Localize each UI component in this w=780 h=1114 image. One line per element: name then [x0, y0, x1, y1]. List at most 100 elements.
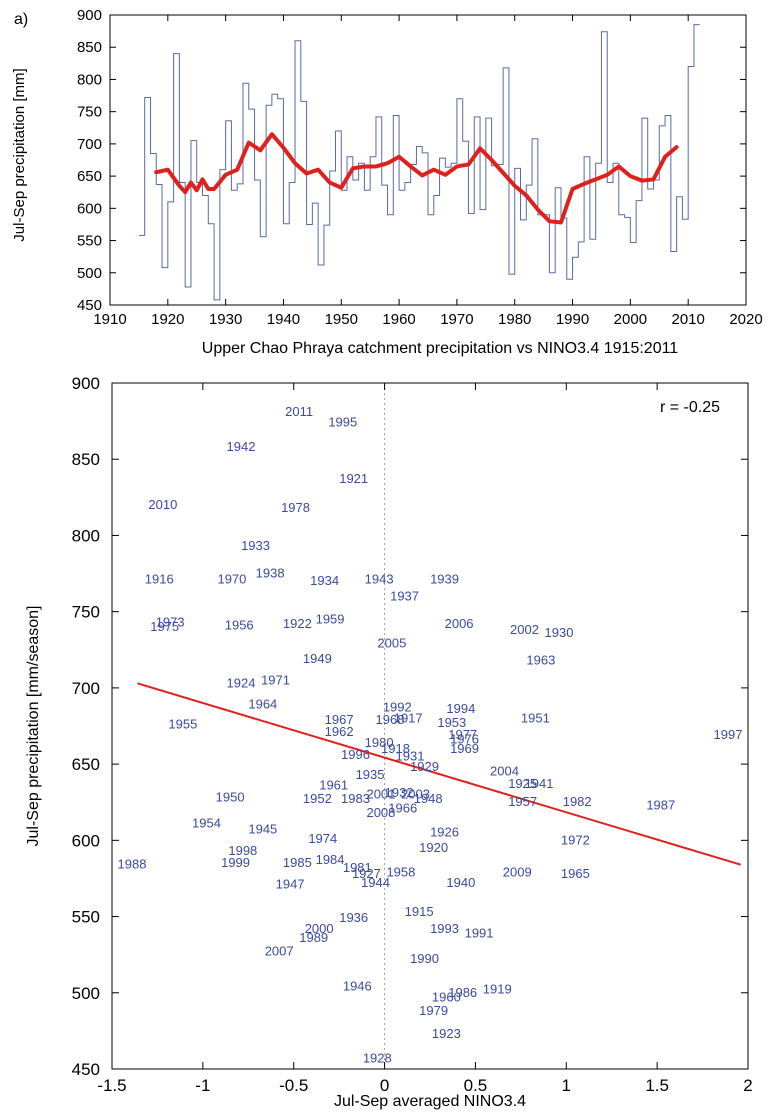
scatter-point-year-1972: 1972	[561, 832, 590, 847]
scatter-point-year-1995: 1995	[328, 415, 357, 430]
scatter-point-year-1922: 1922	[283, 616, 312, 631]
precipitation-time-series-chart: a) Jul-Sep precipitation [mm] 1910 1920 19…	[11, 7, 763, 328]
scatter-chart-title: Upper Chao Phraya catchment precipitatio…	[202, 340, 679, 357]
scatter-point-year-1957: 1957	[508, 794, 537, 809]
scatter-point-year-1956: 1956	[225, 617, 254, 632]
scatter-point-year-1990: 1990	[410, 951, 439, 966]
scatter-point-year-2000: 2000	[305, 921, 334, 936]
scatter-y-tick-label: 600	[72, 831, 100, 850]
scatter-point-year-1981: 1981	[343, 860, 372, 875]
scatter-y-tick-label: 450	[72, 1060, 100, 1079]
scatter-point-year-1918: 1918	[381, 741, 410, 756]
scatter-point-year-1968: 1968	[376, 712, 405, 727]
time-series-x-tick-label: 2010	[671, 311, 704, 328]
scatter-point-year-1988: 1988	[118, 857, 147, 872]
time-series-y-tick-label: 900	[77, 7, 102, 24]
scatter-x-tick-label: -1.5	[97, 1076, 126, 1095]
scatter-point-year-1931: 1931	[396, 748, 425, 763]
scatter-point-year-1975: 1975	[150, 619, 179, 634]
scatter-point-year-1950: 1950	[216, 790, 245, 805]
scatter-point-year-1945: 1945	[248, 822, 277, 837]
scatter-point-year-1974: 1974	[308, 831, 337, 846]
scatter-point-year-2003: 2003	[401, 787, 430, 802]
scatter-y-tick-label: 550	[72, 908, 100, 927]
scatter-point-year-1924: 1924	[227, 675, 256, 690]
scatter-point-year-1958: 1958	[386, 864, 415, 879]
scatter-point-year-1942: 1942	[227, 439, 256, 454]
scatter-x-axis-label: Jul-Sep averaged NINO3.4	[334, 1093, 526, 1110]
scatter-point-year-1938: 1938	[256, 566, 285, 581]
scatter-point-year-1962: 1962	[325, 724, 354, 739]
scatter-point-year-1926: 1926	[430, 825, 459, 840]
time-series-x-tick-label: 2000	[614, 311, 647, 328]
precipitation-vs-nino34-scatter-chart: Upper Chao Phraya catchment precipitatio…	[25, 340, 753, 1110]
scatter-point-year-1994: 1994	[446, 701, 475, 716]
scatter-y-tick-label: 700	[72, 679, 100, 698]
scatter-point-year-2005: 2005	[377, 636, 406, 651]
scatter-y-tick-label: 500	[72, 984, 100, 1003]
panel-label: a)	[14, 11, 28, 28]
scatter-point-year-1925: 1925	[508, 776, 537, 791]
scatter-point-year-1973: 1973	[156, 614, 185, 629]
scatter-point-year-1984: 1984	[316, 852, 345, 867]
scatter-point-year-1961: 1961	[319, 777, 348, 792]
scatter-point-year-1991: 1991	[465, 925, 494, 940]
time-series-y-tick-label: 850	[77, 39, 102, 56]
correlation-annotation: r = -0.25	[660, 399, 720, 416]
scatter-point-year-2007: 2007	[265, 944, 294, 959]
scatter-point-year-2002: 2002	[510, 622, 539, 637]
scatter-point-year-1952: 1952	[303, 791, 332, 806]
scatter-x-tick-label: 0.5	[464, 1076, 488, 1095]
scatter-point-year-1943: 1943	[365, 572, 394, 587]
time-series-y-tick-label: 800	[77, 71, 102, 88]
scatter-point-year-1939: 1939	[430, 572, 459, 587]
scatter-point-year-2011: 2011	[285, 404, 313, 419]
annual-precipitation-step-series	[138, 24, 700, 301]
scatter-point-year-1982: 1982	[563, 794, 592, 809]
scatter-y-tick-label: 750	[72, 603, 100, 622]
scatter-point-year-1917: 1917	[394, 710, 423, 725]
scatter-point-year-1941: 1941	[525, 776, 554, 791]
scatter-point-year-1935: 1935	[356, 767, 385, 782]
scatter-point-year-2004: 2004	[490, 764, 519, 779]
scatter-point-year-1946: 1946	[343, 979, 372, 994]
scatter-point-year-1999: 1999	[221, 855, 250, 870]
time-series-y-tick-label: 450	[77, 297, 102, 314]
time-series-y-axis-label: Jul-Sep precipitation [mm]	[11, 68, 28, 241]
time-series-y-tick-label: 500	[77, 265, 102, 282]
scatter-point-year-1936: 1936	[339, 910, 368, 925]
scatter-point-year-2008: 2008	[366, 805, 395, 820]
scatter-point-year-1965: 1965	[561, 866, 590, 881]
smoothed-precipitation-series	[154, 132, 679, 225]
scatter-point-year-1979: 1979	[419, 1003, 448, 1018]
scatter-point-year-1933: 1933	[241, 538, 270, 553]
scatter-point-year-1963: 1963	[526, 652, 555, 667]
time-series-x-tick-label: 1960	[382, 311, 415, 328]
scatter-point-year-1920: 1920	[419, 840, 448, 855]
scatter-x-tick-label: 2	[743, 1076, 752, 1095]
scatter-point-year-1947: 1947	[276, 877, 305, 892]
time-series-x-tick-label: 1920	[151, 311, 184, 328]
time-series-y-tick-label: 700	[77, 136, 102, 153]
scatter-point-year-1951: 1951	[521, 710, 550, 725]
scatter-plot-frame	[111, 382, 749, 1070]
scatter-point-year-1915: 1915	[405, 904, 434, 919]
scatter-x-tick-label: 1.5	[645, 1076, 669, 1095]
scatter-point-year-1928: 1928	[363, 1050, 392, 1065]
scatter-x-tick-label: 0	[380, 1076, 389, 1095]
scatter-point-year-1977: 1977	[448, 727, 477, 742]
scatter-point-year-1983: 1983	[341, 791, 370, 806]
scatter-point-year-1927: 1927	[352, 866, 381, 881]
scatter-point-year-1989: 1989	[299, 930, 328, 945]
time-series-x-tick-label: 1950	[325, 311, 358, 328]
scatter-point-year-1971: 1971	[261, 672, 290, 687]
scatter-point-year-1993: 1993	[430, 921, 459, 936]
scatter-point-year-1955: 1955	[168, 716, 197, 731]
scatter-point-year-1985: 1985	[283, 855, 312, 870]
scatter-point-year-1916: 1916	[145, 572, 174, 587]
scatter-y-tick-label: 850	[72, 450, 100, 469]
scatter-point-year-1967: 1967	[325, 712, 354, 727]
time-series-x-tick-label: 1970	[440, 311, 473, 328]
scatter-point-year-2010: 2010	[148, 497, 177, 512]
